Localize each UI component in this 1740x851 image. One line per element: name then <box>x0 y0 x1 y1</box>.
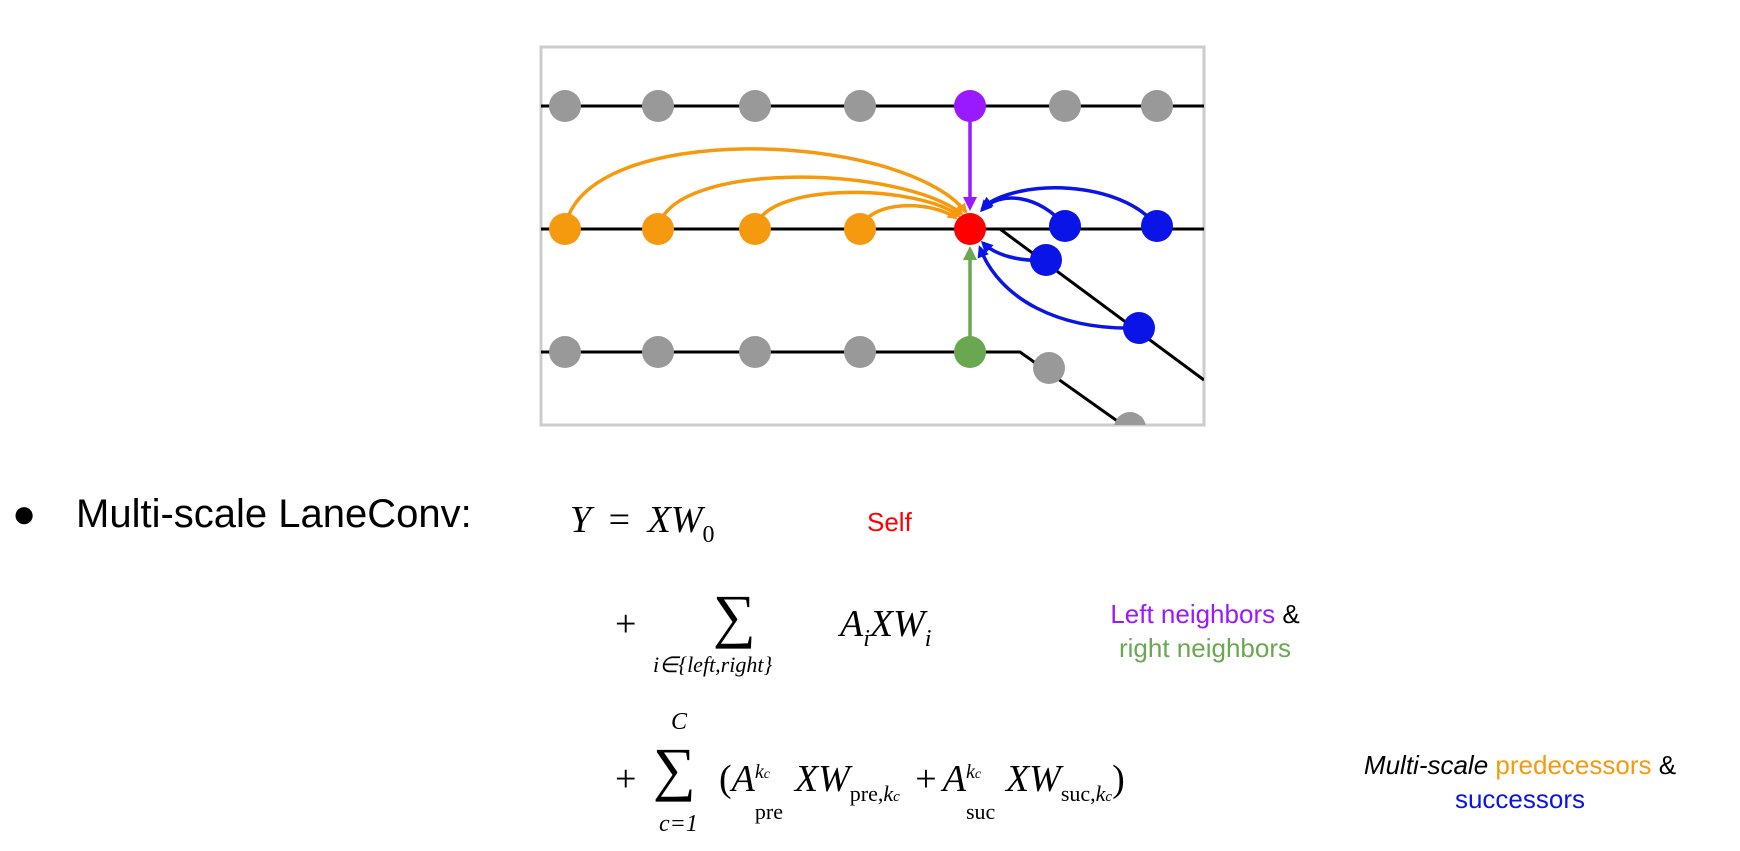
node-predecessor <box>642 213 674 245</box>
predecessor-arc-2 <box>656 175 964 230</box>
eq3-xw-pre: XW <box>794 758 850 800</box>
node-gray <box>549 90 581 122</box>
eq2-xw: XW <box>869 603 925 645</box>
eq2-w-sub: i <box>924 626 932 652</box>
node-gray <box>844 90 876 122</box>
node-gray <box>549 336 581 368</box>
node-gray <box>739 90 771 122</box>
bullet-label: Multi-scale LaneConv: <box>76 492 472 536</box>
predecessor-arc-3 <box>753 190 961 230</box>
node-right-neighbor <box>954 336 986 368</box>
eq3-a-pre-sub: pre <box>754 799 783 824</box>
eq2-a: A <box>840 603 864 645</box>
node-successor <box>1049 210 1081 242</box>
node-self <box>954 213 986 245</box>
amp-1: & <box>1282 599 1300 629</box>
eq2-term: AiXWi <box>840 602 931 653</box>
node-gray <box>1141 90 1173 122</box>
multi-scale-text: Multi-scale <box>1363 750 1489 780</box>
eq3-a-suc-sub: suc <box>965 799 996 824</box>
figure-frame <box>539 45 1206 427</box>
bullet-dot: ● <box>12 492 37 536</box>
eq2-plus: + <box>615 603 637 645</box>
successor-arc-2 <box>980 186 1159 228</box>
node-predecessor <box>844 213 876 245</box>
amp-2: & <box>1658 750 1677 780</box>
bullet-item: ● Multi-scale LaneConv: <box>12 490 472 538</box>
node-successor <box>1030 244 1062 276</box>
multiscale-annotation: Multi-scale predecessors & successors <box>1320 748 1720 816</box>
eq3-plus-inner: + <box>915 758 937 800</box>
eq3-lparen: ( <box>719 758 732 800</box>
node-gray <box>642 90 674 122</box>
eq-w0-sub: 0 <box>702 522 715 548</box>
eq-equals: = <box>608 499 631 541</box>
node-gray <box>642 336 674 368</box>
eq2-sum: ∑ <box>713 583 756 649</box>
predecessors-text: predecessors <box>1495 750 1652 780</box>
eq3-a-pre-sup: kc <box>754 761 770 783</box>
node-gray <box>1049 90 1081 122</box>
eq3-plus: + <box>615 758 637 800</box>
node-gray <box>844 336 876 368</box>
equation-line-1: Y = XW0 <box>570 498 714 549</box>
eq3-xw-suc-sub: suc,kc <box>1060 781 1113 806</box>
self-annotation: Self <box>867 507 912 537</box>
successor-arc-4 <box>977 245 1137 330</box>
eq2-a-sub: i <box>863 626 870 652</box>
eq2-sum-under: i∈{left,right} <box>653 652 773 677</box>
eq3-a-suc-sup: kc <box>965 761 982 783</box>
left-neighbors-text: Left neighbors <box>1110 599 1276 629</box>
eq3-xw-suc: XW <box>1005 758 1061 800</box>
predecessor-arc-1 <box>563 147 968 230</box>
eq3-a-pre: A <box>731 758 755 800</box>
neighbors-annotation: Left neighbors & right neighbors <box>1050 597 1360 665</box>
eq3-sum-over: C <box>671 709 688 735</box>
eq-xw: XW <box>647 499 703 541</box>
node-gray <box>1033 352 1065 384</box>
node-predecessor <box>549 213 581 245</box>
node-gray <box>739 336 771 368</box>
node-successor <box>1123 312 1155 344</box>
node-successor <box>1141 210 1173 242</box>
eq3-rparen: ) <box>1112 758 1125 800</box>
successors-text: successors <box>1454 784 1586 814</box>
lane-line-bottom <box>541 350 1126 425</box>
right-neighbors-text: right neighbors <box>1119 633 1291 663</box>
equation-line-2: + ∑ i∈{left,right} AiXWi <box>615 583 995 690</box>
node-left-neighbor <box>954 90 986 122</box>
eq3-xw-pre-sub: pre,kc <box>849 781 900 806</box>
eq3-a-suc: A <box>942 758 966 800</box>
eq3-sum: ∑ <box>653 736 696 802</box>
eq3-sum-under: c=1 <box>659 811 698 837</box>
node-gray <box>1114 412 1146 425</box>
eq-y: Y <box>570 499 592 541</box>
node-predecessor <box>739 213 771 245</box>
